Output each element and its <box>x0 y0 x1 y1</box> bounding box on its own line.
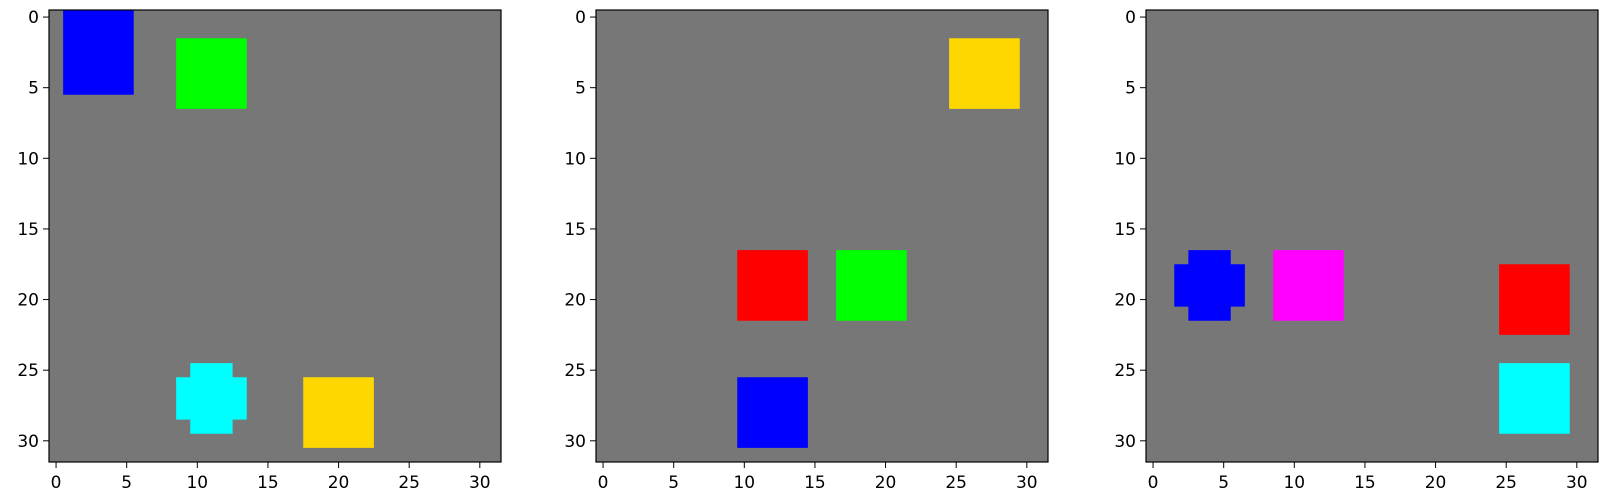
y-tick-label-1-10: 10 <box>17 149 39 169</box>
shape-3-3-square <box>1499 264 1570 335</box>
y-tick-label-3-25: 25 <box>1114 361 1136 381</box>
x-tick-label-2-20: 20 <box>875 473 897 493</box>
x-tick-label-3-15: 15 <box>1354 473 1376 493</box>
y-tick-label-2-15: 15 <box>564 220 586 240</box>
y-tick-label-2-20: 20 <box>564 291 586 311</box>
x-tick-label-2-5: 5 <box>668 473 679 493</box>
x-tick-label-3-10: 10 <box>1283 473 1305 493</box>
shape-2-1-square <box>949 38 1020 109</box>
x-tick-label-1-15: 15 <box>257 473 279 493</box>
x-tick-label-1-25: 25 <box>398 473 420 493</box>
x-tick-label-2-10: 10 <box>733 473 755 493</box>
x-tick-label-1-0: 0 <box>51 473 62 493</box>
y-tick-label-1-15: 15 <box>17 220 39 240</box>
shape-3-1-plus <box>1174 250 1245 321</box>
y-tick-label-2-30: 30 <box>564 432 586 452</box>
x-tick-label-2-15: 15 <box>804 473 826 493</box>
x-tick-label-1-20: 20 <box>328 473 350 493</box>
y-tick-label-1-30: 30 <box>17 432 39 452</box>
y-tick-label-2-25: 25 <box>564 361 586 381</box>
panel-2: 0 5 10 15 20 25 30 0 5 10 15 20 25 30 <box>564 8 1049 493</box>
x-tick-label-1-10: 10 <box>186 473 208 493</box>
x-tick-label-3-30: 30 <box>1566 473 1588 493</box>
x-tick-label-3-0: 0 <box>1148 473 1159 493</box>
axes-frame-1 <box>48 9 502 463</box>
x-tick-label-3-5: 5 <box>1218 473 1229 493</box>
y-tick-label-3-30: 30 <box>1114 432 1136 452</box>
x-tick-label-2-25: 25 <box>945 473 967 493</box>
shape-3-1-v-bar <box>1188 250 1231 321</box>
shape-2-4-square <box>737 377 808 448</box>
y-tick-label-3-15: 15 <box>1114 220 1136 240</box>
y-tick-label-2-0: 0 <box>575 8 586 28</box>
y-tick-label-1-0: 0 <box>28 8 39 28</box>
y-tick-label-3-10: 10 <box>1114 149 1136 169</box>
y-tick-label-3-0: 0 <box>1125 8 1136 28</box>
shape-3-2-square <box>1273 250 1344 321</box>
x-tick-label-1-5: 5 <box>121 473 132 493</box>
shape-2-2-square <box>737 250 808 321</box>
y-tick-label-2-5: 5 <box>575 79 586 99</box>
shape-1-1-square <box>63 10 134 95</box>
shape-1-3-plus <box>176 363 247 434</box>
y-tick-label-3-20: 20 <box>1114 291 1136 311</box>
shape-1-3-v-bar <box>190 363 233 434</box>
x-tick-label-2-0: 0 <box>598 473 609 493</box>
panel-1: 0 5 10 15 20 25 30 0 5 10 15 20 25 30 <box>17 8 502 493</box>
x-tick-label-2-30: 30 <box>1016 473 1038 493</box>
y-tick-label-1-20: 20 <box>17 291 39 311</box>
shape-3-4-square <box>1499 363 1570 434</box>
axes-frame-3 <box>1145 9 1599 463</box>
shape-2-3-square <box>836 250 907 321</box>
y-tick-label-1-5: 5 <box>28 79 39 99</box>
x-tick-label-3-25: 25 <box>1495 473 1517 493</box>
y-tick-label-1-25: 25 <box>17 361 39 381</box>
axes-frame-2 <box>595 9 1049 463</box>
y-tick-label-3-5: 5 <box>1125 79 1136 99</box>
shape-1-4-square <box>303 377 374 448</box>
panel-3: 0 5 10 15 20 25 30 0 5 10 15 20 25 30 <box>1114 8 1599 493</box>
y-tick-label-2-10: 10 <box>564 149 586 169</box>
shape-1-2-square <box>176 38 247 109</box>
x-tick-label-1-30: 30 <box>469 473 491 493</box>
x-tick-label-3-20: 20 <box>1425 473 1447 493</box>
